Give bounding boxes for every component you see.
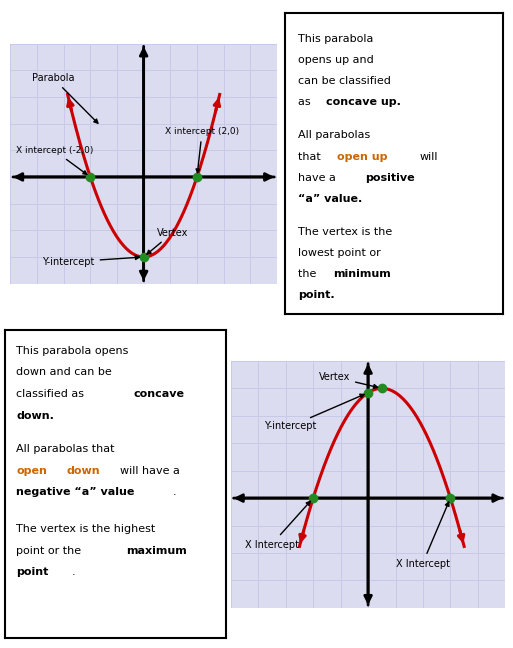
Text: concave up.: concave up.: [326, 97, 401, 108]
Text: Vertex: Vertex: [319, 372, 378, 388]
Text: negative “a” value: negative “a” value: [16, 487, 134, 498]
Text: lowest point or: lowest point or: [298, 248, 381, 258]
Text: point or the: point or the: [16, 546, 85, 556]
Text: Parabola: Parabola: [32, 73, 98, 123]
Text: will: will: [420, 152, 439, 161]
Text: The vertex is the highest: The vertex is the highest: [16, 524, 155, 535]
Text: classified as: classified as: [16, 389, 88, 399]
Text: Vertex: Vertex: [147, 227, 188, 254]
Text: All parabolas: All parabolas: [298, 130, 370, 141]
Text: .: .: [71, 568, 75, 577]
Text: Y-intercept: Y-intercept: [42, 255, 140, 267]
Text: minimum: minimum: [333, 269, 390, 279]
Text: All parabolas that: All parabolas that: [16, 445, 118, 454]
Text: X Intercept: X Intercept: [245, 502, 310, 550]
Text: Y-intercept: Y-intercept: [264, 394, 364, 432]
Text: opens up and: opens up and: [298, 55, 373, 65]
Text: can be classified: can be classified: [298, 76, 391, 86]
Text: point: point: [16, 568, 49, 577]
Text: X Intercept: X Intercept: [396, 502, 449, 569]
Text: will have a: will have a: [120, 466, 180, 476]
Text: as: as: [298, 97, 314, 108]
Text: X intercept (-2,0): X intercept (-2,0): [15, 146, 93, 174]
Text: the: the: [298, 269, 320, 279]
Text: that: that: [298, 152, 324, 161]
Text: open: open: [16, 466, 47, 476]
Text: down.: down.: [16, 411, 54, 421]
Text: .: .: [173, 487, 176, 498]
Text: X intercept (2,0): X intercept (2,0): [165, 127, 239, 172]
Text: concave: concave: [133, 389, 184, 399]
Text: maximum: maximum: [126, 546, 187, 556]
Text: This parabola opens: This parabola opens: [16, 346, 129, 356]
Text: down: down: [67, 466, 101, 476]
Text: down and can be: down and can be: [16, 367, 112, 377]
Text: positive: positive: [365, 172, 415, 183]
Text: “a” value.: “a” value.: [298, 194, 362, 203]
Text: have a: have a: [298, 172, 339, 183]
Text: This parabola: This parabola: [298, 34, 373, 44]
Text: The vertex is the: The vertex is the: [298, 227, 392, 237]
Text: open up: open up: [337, 152, 387, 161]
Text: point.: point.: [298, 290, 334, 300]
